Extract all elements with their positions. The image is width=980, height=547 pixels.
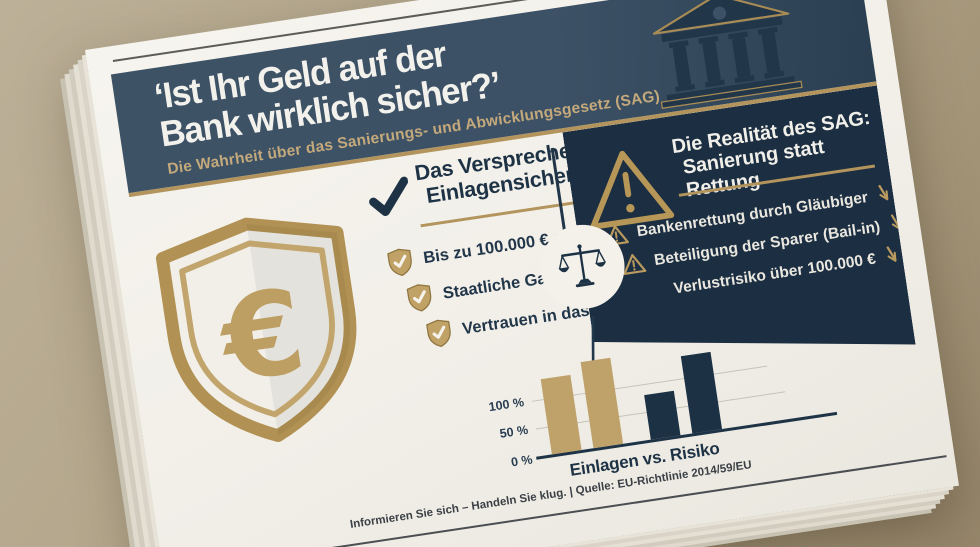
list-item: Bis zu 100.000 € geschützt: [386, 212, 643, 278]
list-item: Staatliche Garantie: [405, 250, 648, 314]
chart-bars: [539, 343, 723, 455]
newspaper-front-page: ‘Ist Ihr Geld auf der Bank wirklich sich…: [85, 0, 959, 547]
bar-einlagen-2: [580, 357, 624, 449]
ytick-100: 100 %: [487, 395, 525, 415]
scales-icon: [558, 244, 607, 288]
check-icon: [369, 176, 409, 217]
ytick-0: 0 %: [510, 452, 534, 470]
shield-check-icon: [426, 319, 451, 348]
header-band: ‘Ist Ihr Geld auf der Bank wirklich sich…: [110, 0, 877, 194]
down-arrow-icon: [887, 212, 907, 237]
shield-check-icon: [406, 284, 432, 312]
bar-risiko-1: [644, 390, 681, 440]
warning-triangle-icon: [620, 252, 647, 276]
warning-triangle-icon: [578, 141, 677, 233]
bar-risiko-2: [680, 351, 723, 434]
promise-list: Bis zu 100.000 € geschützt Staatliche Ga…: [386, 212, 656, 363]
scales-notch: [534, 219, 631, 315]
bullet-spacer: [639, 290, 665, 295]
ytick-50: 50 %: [498, 422, 530, 441]
bar-einlagen-1: [540, 375, 582, 455]
down-arrow-icon: [875, 182, 895, 207]
shield-euro-icon: €: [155, 217, 357, 443]
list-item: Vertrauen in das System: [425, 287, 654, 349]
shield-check-icon: [387, 248, 412, 277]
down-arrow-icon: [883, 244, 903, 269]
bank-icon: [652, 0, 803, 109]
list-item: Verlustrisiko über 100.000 €: [637, 242, 912, 305]
